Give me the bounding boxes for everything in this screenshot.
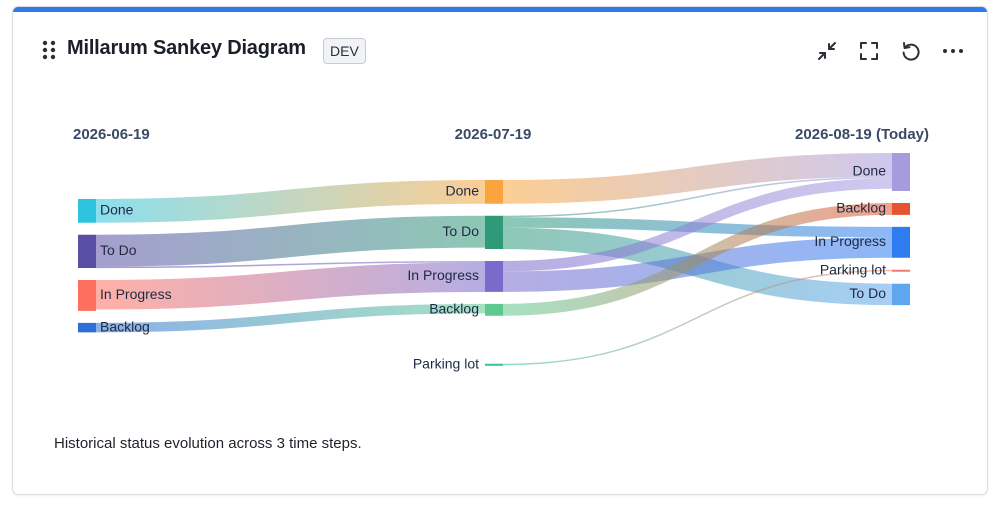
collapse-icon <box>818 42 836 60</box>
sankey-node-todo-2[interactable] <box>892 283 910 306</box>
sankey-node-inprogress-1[interactable] <box>485 261 503 292</box>
sankey-node-done-1[interactable] <box>485 180 503 204</box>
sankey-node-backlog-2[interactable] <box>892 203 910 215</box>
sankey-link-todo-1-to-done-2[interactable] <box>502 176 893 218</box>
sankey-link-todo-0-to-inprogress-1[interactable] <box>95 261 486 269</box>
sankey-node-inprogress-2[interactable] <box>892 226 910 258</box>
sankey-node-backlog-1[interactable] <box>485 303 503 316</box>
sankey-link-todo-0-to-todo-1[interactable] <box>95 215 486 267</box>
sankey-node-label-inprogress-2: In Progress <box>814 233 886 249</box>
sankey-node-label-backlog-2: Backlog <box>836 200 886 216</box>
sankey-node-done-0[interactable] <box>78 199 96 223</box>
sankey-link-parking-1-to-parking-2[interactable] <box>502 269 893 366</box>
more-button[interactable] <box>939 37 967 65</box>
card-accent-bar <box>13 7 987 12</box>
sankey-node-todo-1[interactable] <box>485 215 503 249</box>
sankey-link-done-0-to-done-1[interactable] <box>95 180 486 223</box>
sankey-node-label-inprogress-1: In Progress <box>407 267 479 283</box>
sankey-node-todo-0[interactable] <box>78 234 96 268</box>
sankey-node-label-parking-1: Parking lot <box>413 355 479 371</box>
sankey-node-label-inprogress-0: In Progress <box>100 286 172 302</box>
refresh-icon <box>902 42 920 61</box>
sankey-node-label-backlog-1: Backlog <box>429 301 479 317</box>
sankey-node-inprogress-0[interactable] <box>78 280 96 311</box>
card-title: Millarum Sankey Diagram <box>67 37 306 59</box>
sankey-chart: Done To Do In Progress Backlog Done To Do In P… <box>73 126 929 371</box>
sankey-node-parking-1[interactable] <box>485 363 503 366</box>
sankey-node-label-backlog-0: Backlog <box>100 318 150 334</box>
more-icon <box>943 49 963 53</box>
sankey-node-label-parking-2: Parking lot <box>820 261 886 277</box>
sankey-node-label-done-0: Done <box>100 202 134 218</box>
fullscreen-icon <box>860 42 878 60</box>
sankey-node-label-todo-1: To Do <box>442 223 479 239</box>
sankey-link-backlog-1-to-backlog-2[interactable] <box>502 203 893 316</box>
sankey-link-done-1-to-done-2[interactable] <box>502 153 893 204</box>
sankey-node-parking-2[interactable] <box>892 269 910 272</box>
sankey-node-label-done-2: Done <box>853 163 887 179</box>
chart-caption: Historical status evolution across 3 tim… <box>54 435 362 452</box>
sankey-node-label-done-1: Done <box>446 183 480 199</box>
sankey-column-header-2: 2026-08-19 (Today) <box>795 126 929 143</box>
sankey-node-backlog-0[interactable] <box>78 322 96 333</box>
sankey-column-header-0: 2026-06-19 <box>73 126 150 143</box>
drag-handle-icon[interactable] <box>42 40 56 60</box>
sankey-node-label-todo-0: To Do <box>100 242 137 258</box>
env-badge: DEV <box>323 38 366 64</box>
sankey-link-inprogress-0-to-inprogress-1[interactable] <box>95 262 486 310</box>
refresh-button[interactable] <box>897 37 925 65</box>
fullscreen-button[interactable] <box>855 37 883 65</box>
sankey-link-backlog-0-to-backlog-1[interactable] <box>95 303 486 333</box>
collapse-button[interactable] <box>813 37 841 65</box>
sankey-node-label-todo-2: To Do <box>849 285 886 301</box>
sankey-column-header-1: 2026-07-19 <box>455 126 532 143</box>
card-header: Millarum Sankey Diagram DEV <box>13 33 987 67</box>
card-toolbar <box>813 37 967 63</box>
sankey-link-inprogress-1-to-done-2[interactable] <box>502 178 893 272</box>
chart-card: Millarum Sankey Diagram DEV <box>12 6 988 495</box>
sankey-node-done-2[interactable] <box>892 153 910 191</box>
